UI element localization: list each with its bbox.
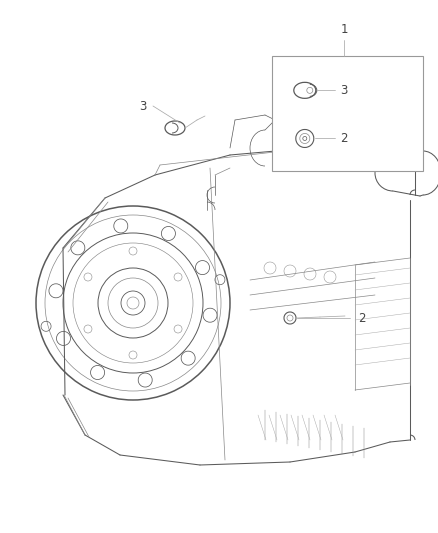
Text: 3: 3 (340, 84, 347, 97)
Text: 3: 3 (140, 100, 147, 112)
Text: 2: 2 (358, 311, 365, 325)
Text: 1: 1 (340, 23, 348, 36)
Text: 2: 2 (340, 132, 347, 145)
Bar (272, 56, 423, 171)
